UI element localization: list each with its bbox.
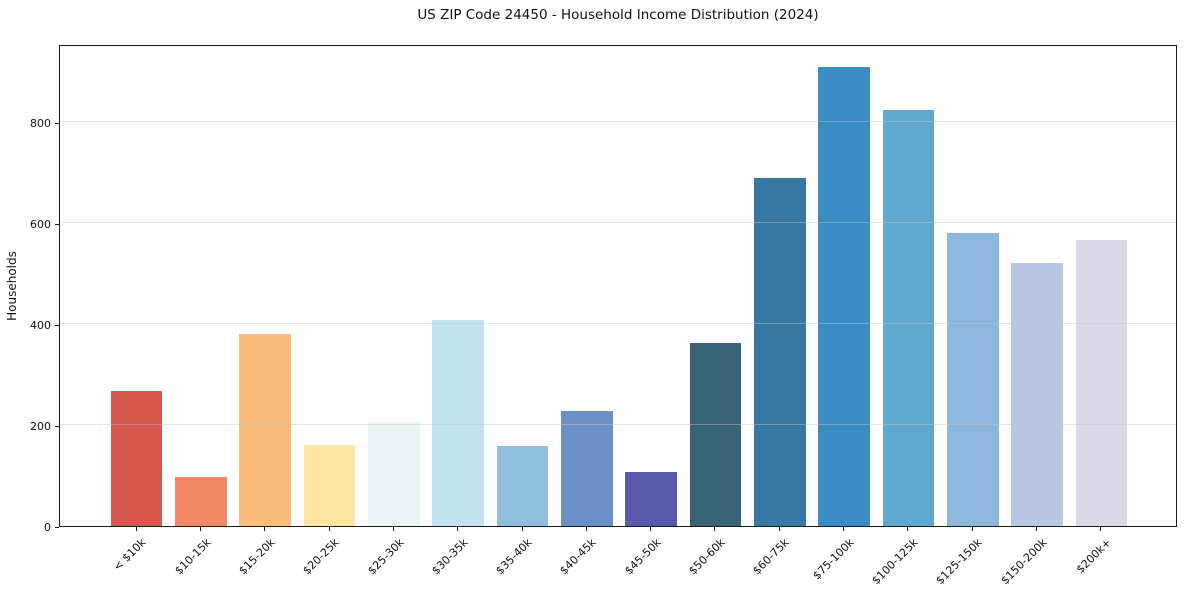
chart-title: US ZIP Code 24450 - Household Income Dis… (417, 7, 819, 23)
x-tick-mark (907, 527, 909, 531)
gridline-800 (60, 121, 1176, 123)
y-tick-mark (55, 426, 59, 428)
y-axis-label: Households (5, 251, 19, 321)
gridline-600 (60, 222, 1176, 224)
x-tick-label: $30-35k (429, 536, 471, 578)
bar-$50-60k (689, 343, 742, 526)
x-tick-mark (328, 527, 330, 531)
y-tick-mark (55, 527, 59, 528)
x-tick-label: $150-200k (998, 536, 1050, 588)
x-tick-mark (843, 527, 845, 531)
x-tick-mark (1100, 527, 1102, 531)
x-tick-mark (199, 527, 201, 531)
x-tick-mark (585, 527, 587, 531)
y-tick-mark (55, 123, 59, 125)
x-tick-label: $20-25k (300, 536, 342, 578)
x-tick-label: $50-60k (686, 536, 728, 578)
x-tick-mark (521, 527, 523, 531)
x-tick-label: $75-100k (810, 536, 857, 583)
y-tick-label: 0 (44, 521, 51, 534)
y-tick-label: 800 (30, 117, 51, 131)
bar-$150-200k (1011, 262, 1063, 526)
bar-$45-50k (625, 471, 677, 526)
bar-$125-150k (947, 232, 999, 526)
bar-$60-75k (754, 177, 806, 526)
y-tick-mark (55, 325, 59, 327)
x-tick-label: $10-15k (171, 536, 214, 578)
bar-$200k+ (1075, 239, 1128, 526)
bar-$15-20k (239, 333, 291, 526)
bar-$75-100k (818, 66, 870, 526)
x-tick-mark (650, 527, 652, 531)
x-tick-label: $35-40k (493, 536, 535, 578)
x-tick-label: $15-20k (236, 536, 278, 578)
x-tick-label: $25-30k (364, 536, 407, 578)
x-tick-mark (392, 527, 394, 531)
bar-$100-125k (882, 110, 935, 526)
bar-$30-35k (432, 319, 484, 526)
bar-< $10k (110, 390, 163, 526)
plot-area (59, 45, 1177, 527)
bar-$10-15k (175, 476, 227, 526)
x-tick-mark (1036, 527, 1038, 531)
y-tick-label: 600 (30, 218, 51, 232)
x-tick-mark (264, 527, 266, 531)
y-tick-label: 400 (30, 319, 51, 333)
y-tick-label: 200 (30, 420, 51, 434)
x-tick-label: $125-150k (933, 536, 985, 588)
bar-$40-45k (561, 410, 613, 526)
x-tick-label: < $10k (111, 536, 149, 574)
x-tick-label: $100-125k (869, 536, 921, 588)
gridline-200 (60, 424, 1176, 426)
bar-$35-40k (496, 445, 549, 526)
bar-$20-25k (303, 444, 356, 526)
x-tick-mark (778, 527, 780, 531)
gridline-400 (60, 323, 1176, 325)
x-tick-mark (971, 527, 973, 531)
x-tick-mark (135, 527, 137, 531)
x-tick-mark (714, 527, 716, 531)
x-tick-label: $45-50k (622, 536, 664, 578)
x-tick-label: $40-45k (557, 536, 600, 578)
bar-$25-30k (368, 421, 420, 526)
x-tick-label: $200k+ (1073, 536, 1114, 577)
x-tick-mark (457, 527, 459, 531)
y-tick-mark (55, 224, 59, 226)
x-tick-label: $60-75k (750, 536, 793, 578)
